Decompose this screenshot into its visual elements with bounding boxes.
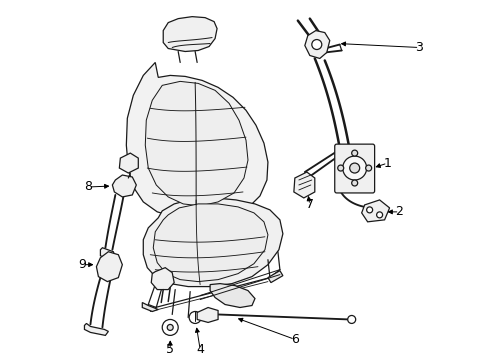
Circle shape [365,165,371,171]
Circle shape [349,163,359,173]
Circle shape [366,207,372,213]
Polygon shape [210,284,254,307]
Polygon shape [112,175,136,197]
Circle shape [337,165,343,171]
Text: 7: 7 [305,198,313,211]
Circle shape [167,324,173,330]
Polygon shape [293,172,314,198]
Text: 8: 8 [84,180,92,193]
Text: 3: 3 [415,41,423,54]
Circle shape [347,315,355,323]
Circle shape [311,40,321,50]
Text: 5: 5 [166,343,174,356]
Polygon shape [145,81,247,206]
Polygon shape [163,17,217,51]
Circle shape [351,180,357,186]
Polygon shape [119,153,138,173]
Polygon shape [151,268,174,289]
Text: 4: 4 [196,343,203,356]
Polygon shape [197,307,218,323]
Text: 1: 1 [383,157,391,170]
Text: 6: 6 [290,333,298,346]
Polygon shape [143,198,283,287]
Circle shape [189,311,201,323]
Polygon shape [153,204,267,282]
Text: 9: 9 [79,258,86,271]
Text: 2: 2 [395,205,403,219]
Polygon shape [96,252,122,282]
Polygon shape [304,31,329,58]
Circle shape [342,156,366,180]
Polygon shape [100,248,115,260]
Circle shape [376,212,382,218]
Circle shape [351,150,357,156]
Polygon shape [126,62,267,218]
Polygon shape [84,323,108,336]
Polygon shape [267,271,283,283]
FancyBboxPatch shape [334,144,374,193]
Polygon shape [361,200,389,222]
Circle shape [162,319,178,336]
Polygon shape [142,302,158,311]
